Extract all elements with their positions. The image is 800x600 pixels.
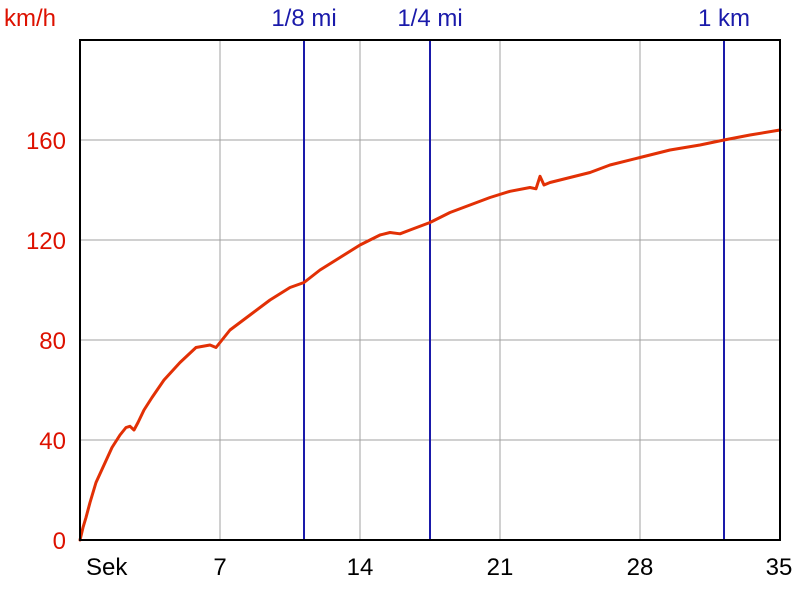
y-tick-label-0: 0 [53,528,66,555]
x-tick-label-0: 7 [213,554,226,581]
series-line-0 [78,128,782,542]
y-tick-label-3: 120 [26,228,66,255]
y-tick-label-1: 40 [39,428,66,455]
y-tick-label-4: 160 [26,128,66,155]
y-tick-labels: 0 40 80 120 160 [26,128,66,555]
x-tick-labels: 7 14 21 28 35 [213,554,792,581]
distance-markers [303,40,725,540]
x-tick-label-1: 14 [347,554,374,581]
marker-label-1: 1/4 mi [397,5,462,32]
marker-labels: 1/8 mi 1/4 mi 1 km [271,5,750,32]
plot-frame [79,39,781,541]
marker-label-2: 1 km [698,5,750,32]
y-tick-label-2: 80 [39,328,66,355]
x-tick-label-3: 28 [627,554,654,581]
x-tick-label-4: 35 [766,554,793,581]
y-axis-label: km/h [4,5,56,32]
x-axis-label: Sek [86,554,128,581]
marker-label-0: 1/8 mi [271,5,336,32]
series-group [78,128,782,542]
x-tick-label-2: 21 [487,554,514,581]
